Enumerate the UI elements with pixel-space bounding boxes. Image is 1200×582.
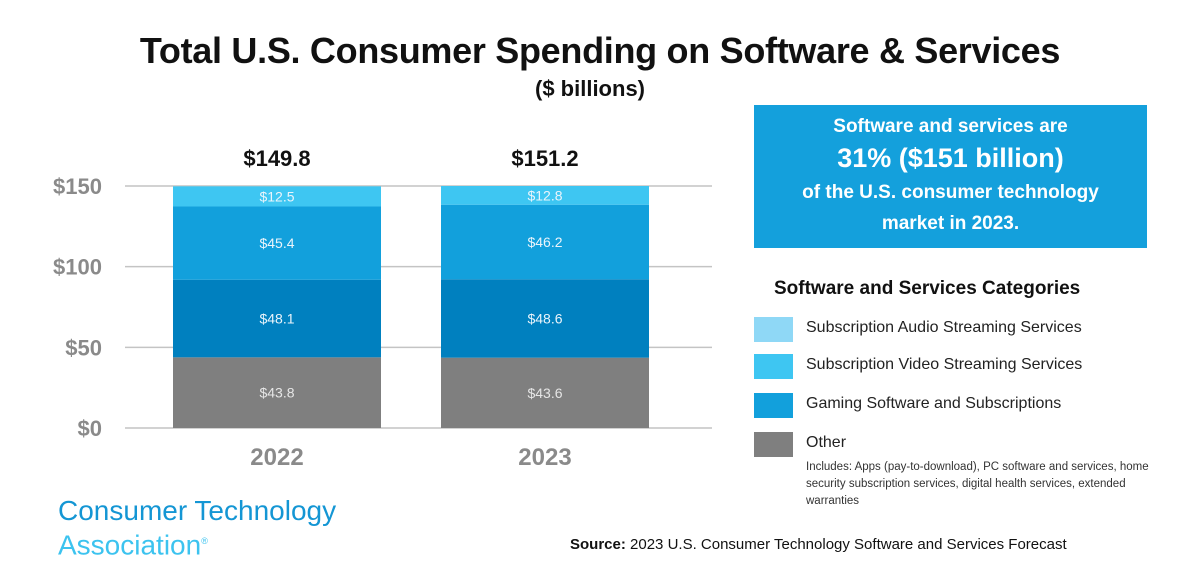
logo-line-1: Consumer Technology	[58, 495, 337, 526]
legend-note-other: Includes: Apps (pay-to-download), PC sof…	[806, 461, 1149, 507]
segment-value-label: $46.2	[527, 234, 562, 250]
legend-label: Gaming Software and Subscriptions	[806, 395, 1062, 412]
source-note: Source: 2023 U.S. Consumer Technology So…	[570, 536, 1067, 553]
bar-segment	[441, 186, 649, 205]
segment-value-label: $43.8	[259, 385, 294, 401]
segment-value-label: $45.4	[259, 235, 294, 251]
segment-value-label: $12.5	[259, 188, 294, 204]
y-tick-label: $0	[78, 416, 102, 441]
callout-highlight: 31% ($151 billion)	[837, 143, 1064, 173]
x-tick-label: 2023	[518, 444, 571, 471]
bar-stack-2022: $43.8 $48.1 $45.4 $12.5 $149.8	[173, 146, 381, 428]
chart-title: Total U.S. Consumer Spending on Software…	[139, 30, 1061, 71]
bar-segment	[173, 279, 381, 358]
segment-value-label: $43.6	[527, 385, 562, 401]
stacked-bar-chart: $0 $50 $100 $150 $43.8 $48.1 $45.4 $12.5 $149.8…	[53, 146, 712, 471]
legend-label: Other	[806, 434, 847, 451]
legend-swatch-other	[754, 432, 793, 457]
y-tick-label: $100	[53, 255, 102, 280]
registered-mark: ®	[201, 536, 208, 546]
callout-line-3: of the U.S. consumer technology	[802, 182, 1099, 203]
callout-box: Software and services are 31% ($151 bill…	[754, 105, 1147, 248]
legend-swatch-gaming	[754, 393, 793, 418]
bar-segment	[173, 206, 381, 280]
legend-title: Software and Services Categories	[774, 278, 1081, 299]
x-tick-label: 2022	[250, 444, 303, 471]
segment-value-label: $12.8	[527, 187, 562, 203]
cta-logo: Consumer Technology Association®	[58, 496, 336, 560]
y-axis: $0 $50 $100 $150	[53, 174, 102, 441]
legend-label: Subscription Audio Streaming Services	[806, 319, 1082, 336]
callout-line-1: Software and services are	[833, 116, 1068, 137]
chart-subtitle: ($ billions)	[535, 76, 645, 101]
bar-total-label: $151.2	[511, 146, 578, 171]
legend-label: Subscription Video Streaming Services	[806, 356, 1083, 373]
bar-segment	[441, 279, 649, 358]
bar-segment	[441, 357, 649, 428]
source-text: 2023 U.S. Consumer Technology Software a…	[630, 536, 1067, 553]
legend-swatch-audio	[754, 317, 793, 342]
y-tick-label: $150	[53, 174, 102, 199]
y-tick-label: $50	[65, 335, 102, 360]
bar-stack-2023: $43.6 $48.6 $46.2 $12.8 $151.2	[441, 146, 649, 428]
segment-value-label: $48.1	[259, 311, 294, 327]
bar-segment	[441, 204, 649, 280]
bar-total-label: $149.8	[243, 146, 310, 171]
x-axis: 2022 2023	[250, 444, 571, 471]
logo-line-2: Association	[58, 529, 202, 561]
bars: $43.8 $48.1 $45.4 $12.5 $149.8 $43.6 $48.6 $46.…	[173, 146, 649, 428]
callout-line-4: market in 2023.	[881, 213, 1020, 234]
bar-segment	[173, 357, 381, 428]
legend-swatch-video	[754, 354, 793, 379]
segment-value-label: $48.6	[527, 310, 562, 326]
source-label: Source:	[570, 536, 626, 553]
bar-segment	[173, 186, 381, 207]
